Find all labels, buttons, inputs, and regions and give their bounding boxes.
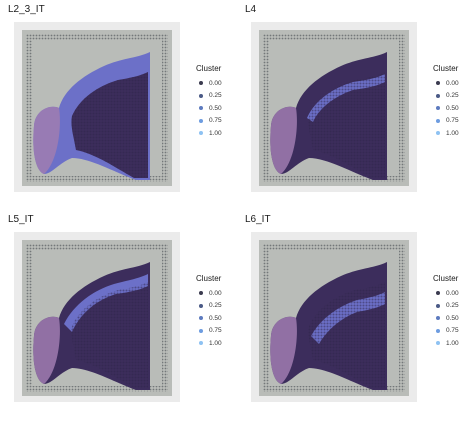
legend-label: 1.00 bbox=[446, 339, 459, 347]
legend-label: 0.25 bbox=[446, 302, 459, 310]
olfactory-region bbox=[270, 106, 297, 174]
legend-key-0 bbox=[436, 81, 440, 86]
legend-label: 0.50 bbox=[209, 314, 222, 322]
legend-item: 0.25 bbox=[196, 90, 236, 103]
legend-key-3 bbox=[436, 328, 440, 333]
legend-label: 0.50 bbox=[446, 314, 459, 322]
legend-item: 1.00 bbox=[433, 127, 473, 140]
panel-title: L2_3_IT bbox=[8, 4, 45, 15]
tissue-spot-texture bbox=[308, 72, 385, 178]
legend-label: 1.00 bbox=[209, 129, 222, 137]
tissue-spot-texture bbox=[71, 282, 148, 388]
legend-label: 0.50 bbox=[209, 104, 222, 112]
legend-label: 1.00 bbox=[209, 339, 222, 347]
legend-key-2 bbox=[199, 316, 203, 321]
legend-key-3 bbox=[199, 328, 203, 333]
tissue-spot-plot bbox=[259, 30, 409, 186]
legend-key-3 bbox=[436, 118, 440, 123]
legend-label: 0.75 bbox=[209, 117, 222, 125]
legend-key-2 bbox=[436, 316, 440, 321]
legend-item: 0.25 bbox=[196, 300, 236, 313]
legend-label: 0.25 bbox=[209, 92, 222, 100]
legend: Cluster 0.00 0.25 0.50 0.75 1.00 bbox=[433, 274, 473, 350]
legend-key-4 bbox=[199, 131, 203, 136]
panel-l4: L4 Cluster 0.00 0.25 0.50 0.75 bbox=[237, 0, 474, 210]
legend-item: 0.75 bbox=[196, 115, 236, 128]
legend-key-3 bbox=[199, 118, 203, 123]
legend-key-4 bbox=[436, 131, 440, 136]
legend-item: 0.00 bbox=[433, 287, 473, 300]
legend-title: Cluster bbox=[433, 274, 459, 283]
legend-item: 0.75 bbox=[433, 325, 473, 338]
legend-key-1 bbox=[436, 93, 440, 98]
legend-key-2 bbox=[199, 106, 203, 111]
legend-item: 0.00 bbox=[196, 77, 236, 90]
tissue-spot-texture bbox=[308, 282, 385, 388]
olfactory-region bbox=[270, 316, 297, 384]
legend-title: Cluster bbox=[196, 274, 222, 283]
legend-key-0 bbox=[199, 291, 203, 296]
legend: Cluster 0.00 0.25 0.50 0.75 1.00 bbox=[433, 64, 473, 140]
legend-item: 0.25 bbox=[433, 300, 473, 313]
legend-key-1 bbox=[199, 303, 203, 308]
legend-label: 0.75 bbox=[209, 327, 222, 335]
legend-item: 0.50 bbox=[196, 102, 236, 115]
tissue-spot-plot bbox=[22, 30, 172, 186]
legend-item: 0.50 bbox=[433, 102, 473, 115]
legend: Cluster 0.00 0.25 0.50 0.75 1.00 bbox=[196, 64, 236, 140]
legend-title: Cluster bbox=[433, 64, 459, 73]
legend-item: 1.00 bbox=[196, 127, 236, 140]
legend-item: 0.00 bbox=[196, 287, 236, 300]
legend-item: 0.25 bbox=[433, 90, 473, 103]
panel-title: L4 bbox=[245, 4, 257, 15]
legend-item: 1.00 bbox=[196, 337, 236, 350]
legend-label: 1.00 bbox=[446, 129, 459, 137]
legend-label: 0.00 bbox=[209, 289, 222, 297]
panel-l6-it: L6_IT Cluster 0.00 0.25 0.50 0.75 bbox=[237, 210, 474, 420]
legend-key-0 bbox=[436, 291, 440, 296]
legend-item: 0.50 bbox=[433, 312, 473, 325]
panel-title: L6_IT bbox=[245, 214, 271, 225]
tissue-spot-plot bbox=[22, 240, 172, 396]
legend-key-1 bbox=[199, 93, 203, 98]
olfactory-region bbox=[33, 316, 60, 384]
tissue-spot-plot bbox=[259, 240, 409, 396]
legend-title: Cluster bbox=[196, 64, 222, 73]
legend-label: 0.25 bbox=[446, 92, 459, 100]
legend: Cluster 0.00 0.25 0.50 0.75 1.00 bbox=[196, 274, 236, 350]
legend-label: 0.75 bbox=[446, 327, 459, 335]
legend-item: 0.50 bbox=[196, 312, 236, 325]
legend-item: 0.75 bbox=[196, 325, 236, 338]
legend-label: 0.00 bbox=[209, 79, 222, 87]
panel-l5-it: L5_IT Cluster 0.00 0.25 0.50 0.75 bbox=[0, 210, 237, 420]
legend-key-2 bbox=[436, 106, 440, 111]
tissue-spot-texture bbox=[71, 72, 148, 178]
legend-key-1 bbox=[436, 303, 440, 308]
legend-label: 0.00 bbox=[446, 289, 459, 297]
olfactory-region bbox=[33, 106, 60, 174]
legend-key-4 bbox=[199, 341, 203, 346]
legend-label: 0.25 bbox=[209, 302, 222, 310]
legend-item: 0.75 bbox=[433, 115, 473, 128]
legend-item: 0.00 bbox=[433, 77, 473, 90]
legend-label: 0.75 bbox=[446, 117, 459, 125]
legend-item: 1.00 bbox=[433, 337, 473, 350]
legend-key-0 bbox=[199, 81, 203, 86]
panel-title: L5_IT bbox=[8, 214, 34, 225]
legend-key-4 bbox=[436, 341, 440, 346]
panel-l2-3-it: L2_3_IT Cluster 0.00 0.25 0.50 0.75 bbox=[0, 0, 237, 210]
legend-label: 0.00 bbox=[446, 79, 459, 87]
legend-label: 0.50 bbox=[446, 104, 459, 112]
